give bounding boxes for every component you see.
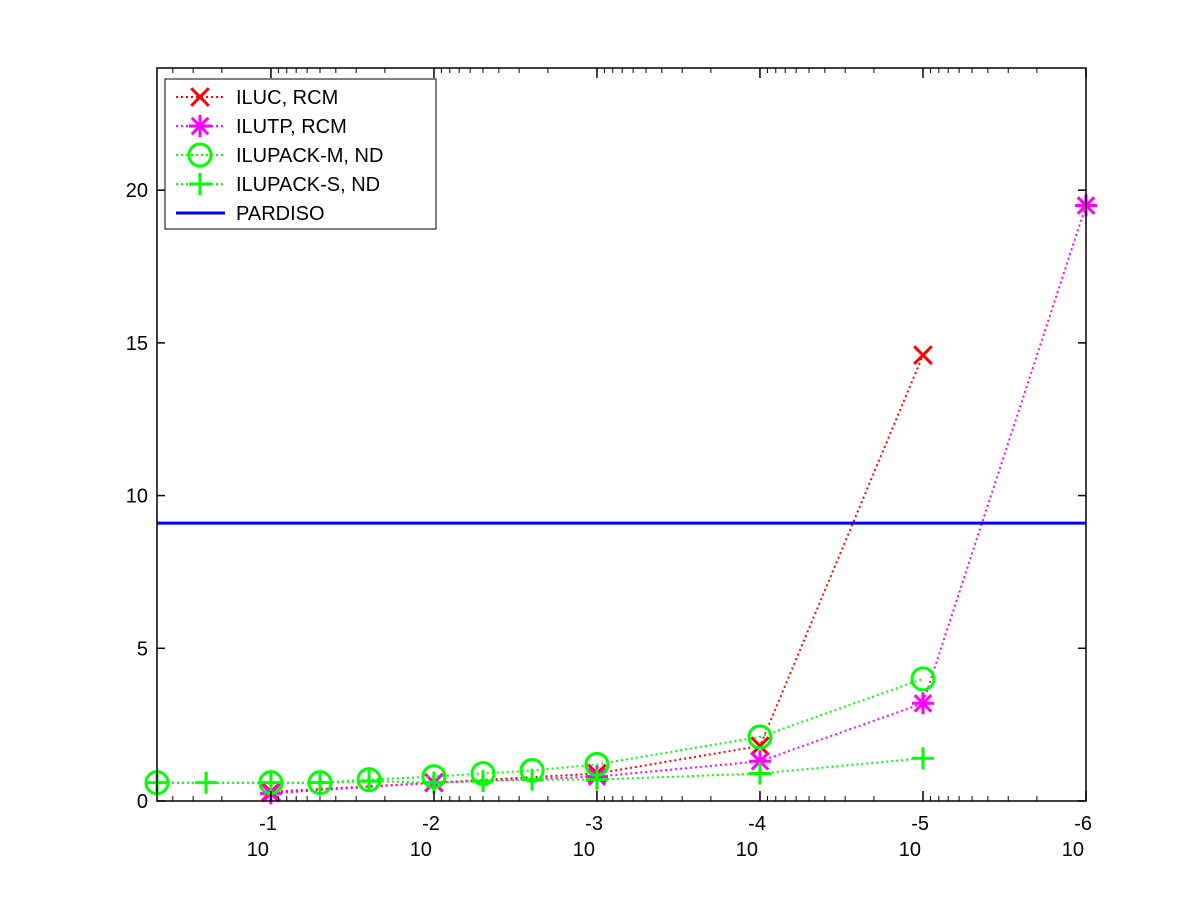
x-tick-label-base: 10 xyxy=(247,839,269,861)
series-layer xyxy=(144,194,1097,805)
data-point-2-8 xyxy=(747,724,773,750)
data-point-3-5 xyxy=(422,771,445,794)
data-point-3-8 xyxy=(585,768,608,791)
data-point-3-10 xyxy=(911,747,934,770)
data-point-3-9 xyxy=(748,762,771,785)
legend-item-4: PARDISO xyxy=(176,203,325,225)
y-tick-label: 10 xyxy=(126,486,148,508)
x-tick-label-base: 10 xyxy=(410,839,432,861)
legend-marker xyxy=(187,142,213,168)
series-line-2 xyxy=(157,677,924,784)
legend-item-1: ILUTP, RCM xyxy=(176,115,347,138)
x-tick-label-exponent: -4 xyxy=(748,813,766,835)
legend-label: ILUTP, RCM xyxy=(236,116,347,138)
x-tick-label-exponent: -5 xyxy=(911,813,929,835)
legend-label: ILUPACK-S, ND xyxy=(236,174,380,196)
data-point-3-6 xyxy=(472,770,495,793)
ticks-layer: 0 5 10 15 20 10 -1 10 -2 10 -3 10 -4 10 -5 10 -6 xyxy=(126,68,1092,861)
y-tick-label: 5 xyxy=(137,638,148,660)
y-tick-label: 20 xyxy=(126,180,148,202)
data-point-2-9 xyxy=(910,666,936,692)
legend-item-2: ILUPACK-M, ND xyxy=(176,142,383,168)
x-tick-label-base: 10 xyxy=(1062,839,1084,861)
legend: ILUC, RCM ILUTP, RCM ILUPACK-M, ND ILUPACK-… xyxy=(164,78,437,230)
x-tick-label-exponent: -3 xyxy=(585,813,603,835)
data-point-0-4 xyxy=(913,345,933,365)
plot-frame xyxy=(156,67,1087,802)
legend-label: ILUPACK-M, ND xyxy=(236,145,383,167)
data-point-3-7 xyxy=(521,768,544,791)
series-line-1 xyxy=(270,205,1087,795)
x-tick-label-exponent: -6 xyxy=(1074,813,1092,835)
legend-label: ILUC, RCM xyxy=(236,87,338,109)
legend-marker xyxy=(189,115,211,137)
legend-marker xyxy=(189,173,211,195)
data-point-1-3 xyxy=(748,750,771,773)
legend-item-3: ILUPACK-S, ND xyxy=(176,173,380,196)
data-point-3-2 xyxy=(259,771,282,794)
data-point-0-3 xyxy=(750,736,770,756)
x-tick-label-exponent: -2 xyxy=(422,813,440,835)
x-tick-label-base: 10 xyxy=(573,839,595,861)
x-tick-label-base: 10 xyxy=(899,839,921,861)
legend-marker xyxy=(190,87,210,107)
data-point-3-1 xyxy=(195,771,218,794)
data-point-3-4 xyxy=(358,770,381,793)
x-tick-label-base: 10 xyxy=(736,839,758,861)
y-tick-label: 15 xyxy=(126,333,148,355)
data-point-3-3 xyxy=(309,771,332,794)
legend-item-0: ILUC, RCM xyxy=(176,87,338,109)
y-tick-label: 0 xyxy=(137,791,148,813)
x-tick-label-exponent: -1 xyxy=(259,813,277,835)
series-3 xyxy=(146,747,934,794)
legend-label: PARDISO xyxy=(236,203,325,225)
data-point-1-4 xyxy=(911,692,934,715)
